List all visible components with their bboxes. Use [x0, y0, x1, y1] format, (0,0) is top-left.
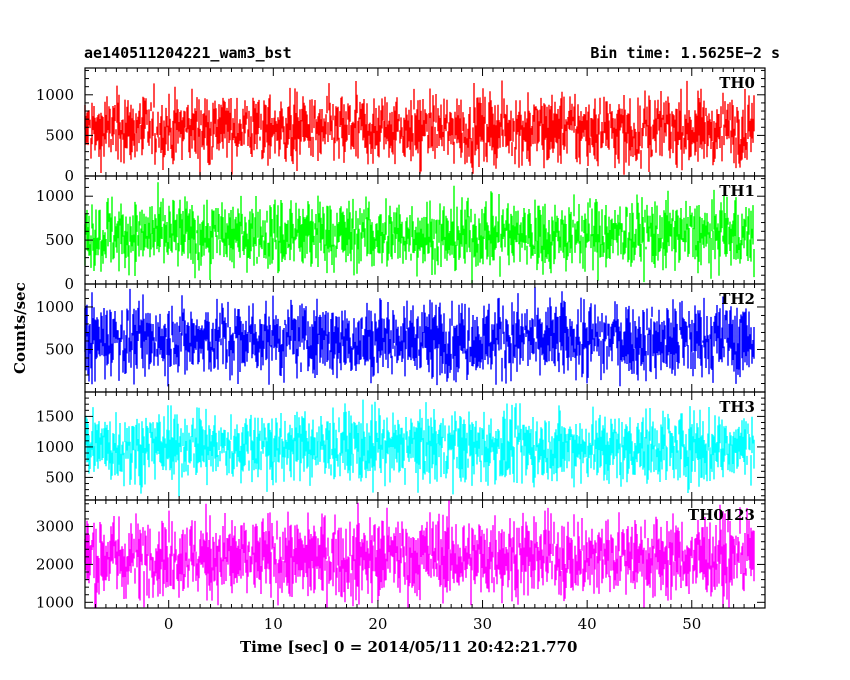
- x-tick-label: 40: [578, 615, 597, 633]
- x-axis-label: Time [sec] 0 = 2014/05/11 20:42:21.770: [240, 638, 578, 656]
- y-tick-label: 1000: [36, 187, 74, 205]
- x-tick-label: 0: [164, 615, 174, 633]
- x-tick-label: 30: [473, 615, 492, 633]
- x-tick-label: 10: [264, 615, 283, 633]
- panel-frame-th0123: [84, 499, 766, 609]
- panel-label-th3: TH3: [719, 398, 755, 416]
- y-tick-label: 2000: [36, 555, 74, 573]
- y-tick-label: 500: [45, 468, 74, 486]
- y-tick-label: 0: [64, 275, 74, 293]
- y-tick-label: 1000: [36, 86, 74, 104]
- series-line-th3: [84, 399, 755, 497]
- x-tick-label: 20: [368, 615, 387, 633]
- y-axis-label: Counts/sec: [11, 282, 29, 374]
- x-tick-label: 50: [682, 615, 701, 633]
- series-th2: [84, 286, 755, 387]
- y-tick-label: 500: [45, 340, 74, 358]
- y-tick-label: 500: [45, 231, 74, 249]
- series-th1: [84, 182, 755, 284]
- series-th0: [84, 80, 755, 176]
- panel-label-th2: TH2: [719, 290, 755, 308]
- panel-label-th1: TH1: [719, 182, 755, 200]
- panel-label-th0: TH0: [719, 74, 755, 92]
- series-th3: [84, 399, 755, 497]
- series-line-th0123: [84, 500, 755, 608]
- y-tick-label: 1500: [36, 407, 74, 425]
- series-line-th0: [84, 80, 755, 176]
- series-line-th2: [84, 286, 755, 387]
- chart-title-right: Bin time: 1.5625E−2 s: [590, 44, 780, 62]
- series-th0123: [84, 500, 755, 608]
- panel-label-th0123: TH0123: [688, 506, 755, 524]
- chart-title-left: ae140511204221_wam3_bst: [84, 44, 292, 62]
- y-tick-label: 1000: [36, 298, 74, 316]
- series-line-th1: [84, 182, 755, 284]
- y-tick-label: 0: [64, 167, 74, 185]
- y-tick-label: 1000: [36, 438, 74, 456]
- y-tick-label: 500: [45, 126, 74, 144]
- y-tick-label: 3000: [36, 518, 74, 536]
- y-tick-label: 1000: [36, 593, 74, 611]
